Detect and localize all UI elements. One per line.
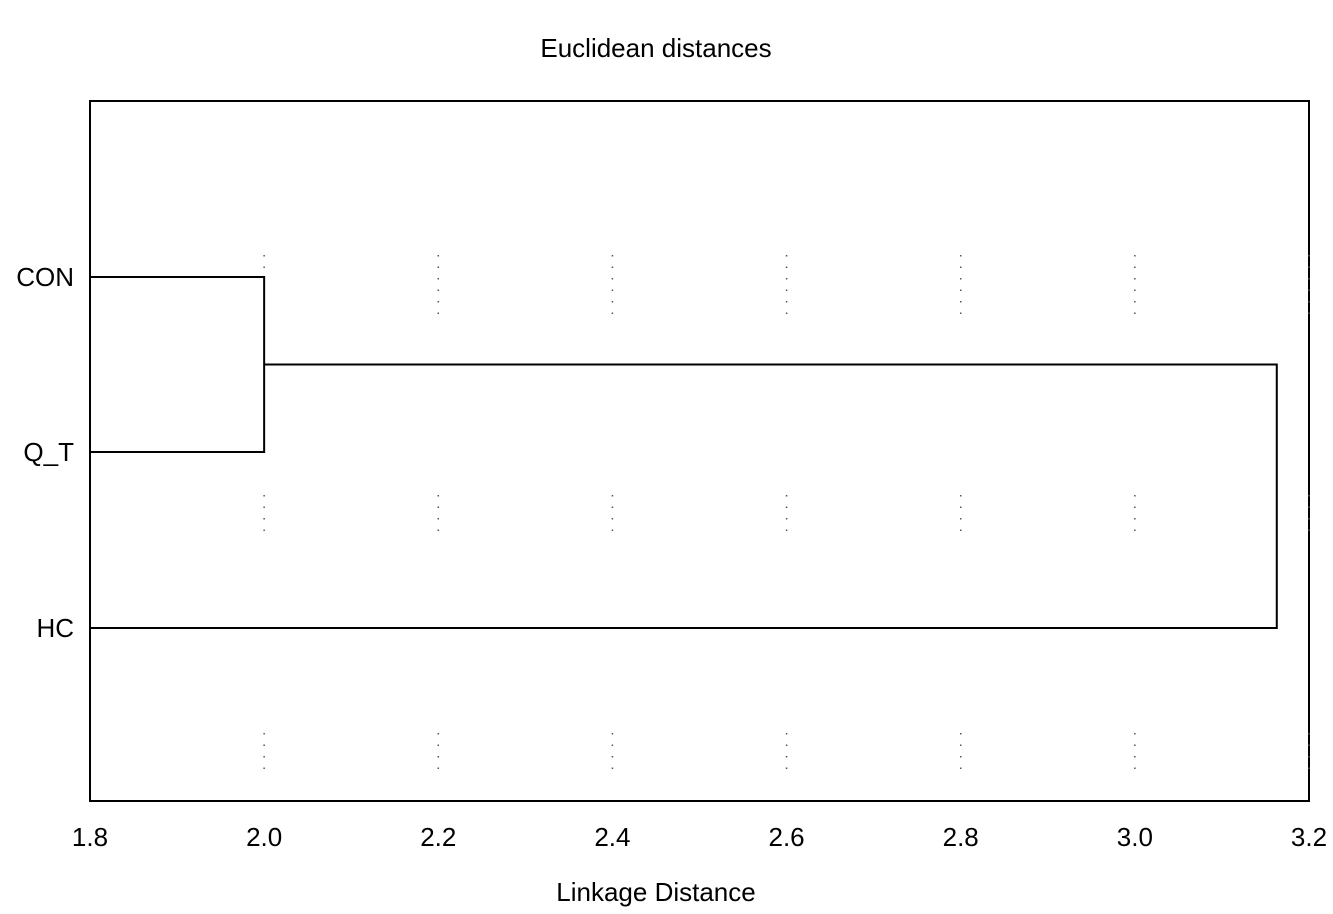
- x-axis-label: Linkage Distance: [556, 877, 755, 907]
- leaf-label-q-t: Q_T: [23, 437, 74, 467]
- leaf-labels: CON Q_T HC: [16, 262, 74, 643]
- merge-link-2: [90, 363, 1278, 629]
- dendrogram-links: [90, 276, 1278, 629]
- x-tick-labels: 1.8 2.0 2.2 2.4 2.6 2.8 3.0 3.2: [72, 822, 1327, 852]
- x-tick-3-0: 3.0: [1117, 822, 1153, 852]
- x-tick-1-8: 1.8: [72, 822, 108, 852]
- leaf-label-con: CON: [16, 262, 74, 292]
- x-tick-2-0: 2.0: [246, 822, 282, 852]
- x-tick-2-6: 2.6: [768, 822, 804, 852]
- x-tick-2-8: 2.8: [943, 822, 979, 852]
- x-tick-2-2: 2.2: [420, 822, 456, 852]
- x-tick-3-2: 3.2: [1291, 822, 1327, 852]
- grid-layer: [263, 255, 1310, 778]
- leaf-label-hc: HC: [36, 613, 74, 643]
- x-tick-2-4: 2.4: [594, 822, 630, 852]
- chart-title: Euclidean distances: [540, 33, 771, 63]
- merge-link-1: [90, 276, 266, 453]
- plot-frame: [89, 100, 1310, 802]
